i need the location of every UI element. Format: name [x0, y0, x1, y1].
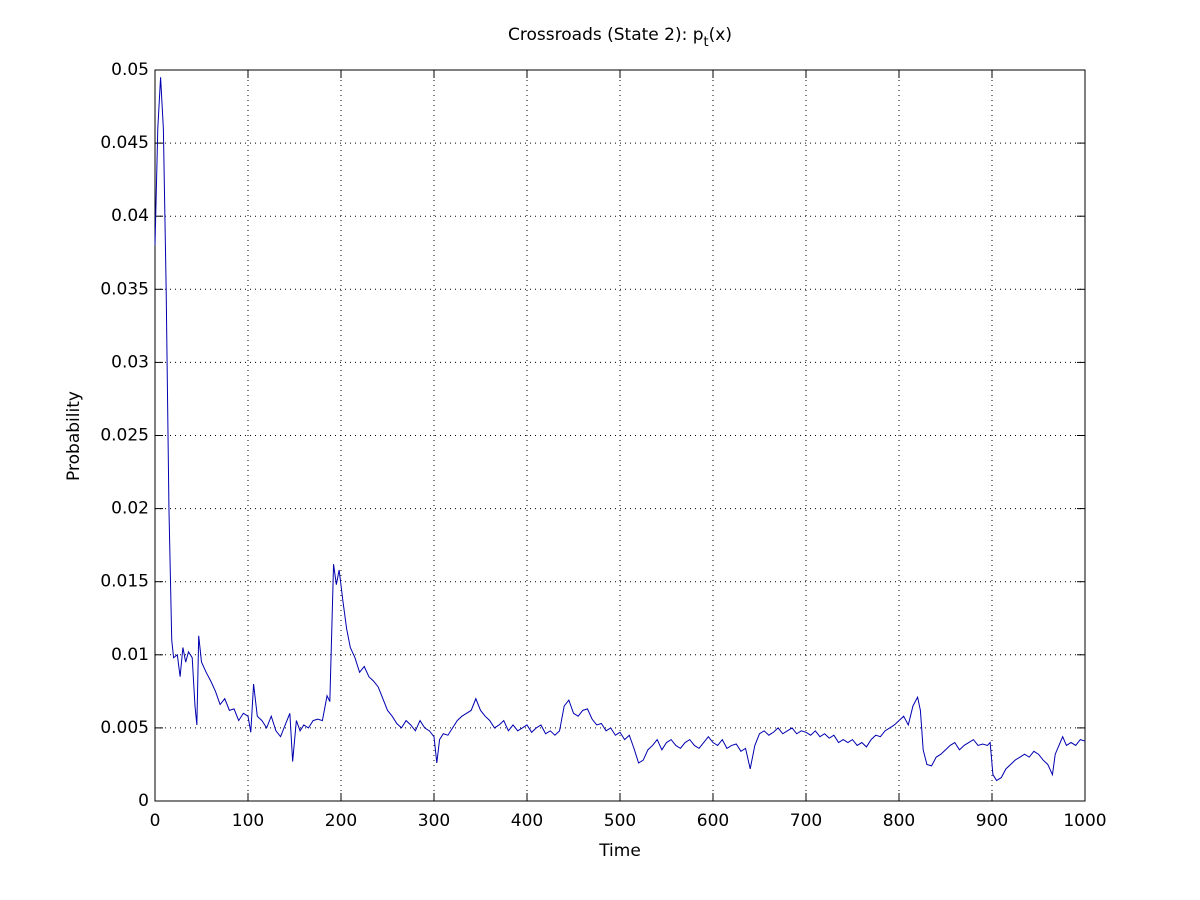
- y-tick-label: 0.015: [100, 572, 149, 592]
- y-tick-label: 0.035: [100, 279, 149, 299]
- y-tick-label: 0: [138, 791, 149, 811]
- x-tick-label: 800: [883, 811, 915, 831]
- y-tick-label: 0.05: [111, 60, 149, 80]
- x-axis-label: Time: [598, 841, 641, 861]
- y-tick-label: 0.04: [111, 206, 149, 226]
- data-line: [154, 77, 1086, 782]
- x-tick-label: 300: [418, 811, 450, 831]
- x-tick-label: 0: [150, 811, 161, 831]
- x-tick-label: 200: [325, 811, 357, 831]
- y-tick-label: 0.01: [111, 645, 149, 665]
- x-tick-label: 400: [511, 811, 543, 831]
- x-tick-label: 700: [790, 811, 822, 831]
- y-tick-label: 0.02: [111, 499, 149, 519]
- y-tick-label: 0.03: [111, 352, 149, 372]
- x-tick-label: 100: [232, 811, 264, 831]
- y-axis-label: Probability: [64, 391, 84, 481]
- x-tick-label: 1000: [1063, 811, 1106, 831]
- plot-frame: [154, 69, 1086, 802]
- y-tick-label: 0.025: [100, 426, 149, 446]
- chart-title: Crossroads (State 2): pt(x): [508, 25, 732, 50]
- x-tick-label: 500: [604, 811, 636, 831]
- y-tick-label: 0.045: [100, 133, 149, 153]
- x-tick-label: 600: [697, 811, 729, 831]
- x-tick-label: 900: [976, 811, 1008, 831]
- y-tick-label: 0.005: [100, 718, 149, 738]
